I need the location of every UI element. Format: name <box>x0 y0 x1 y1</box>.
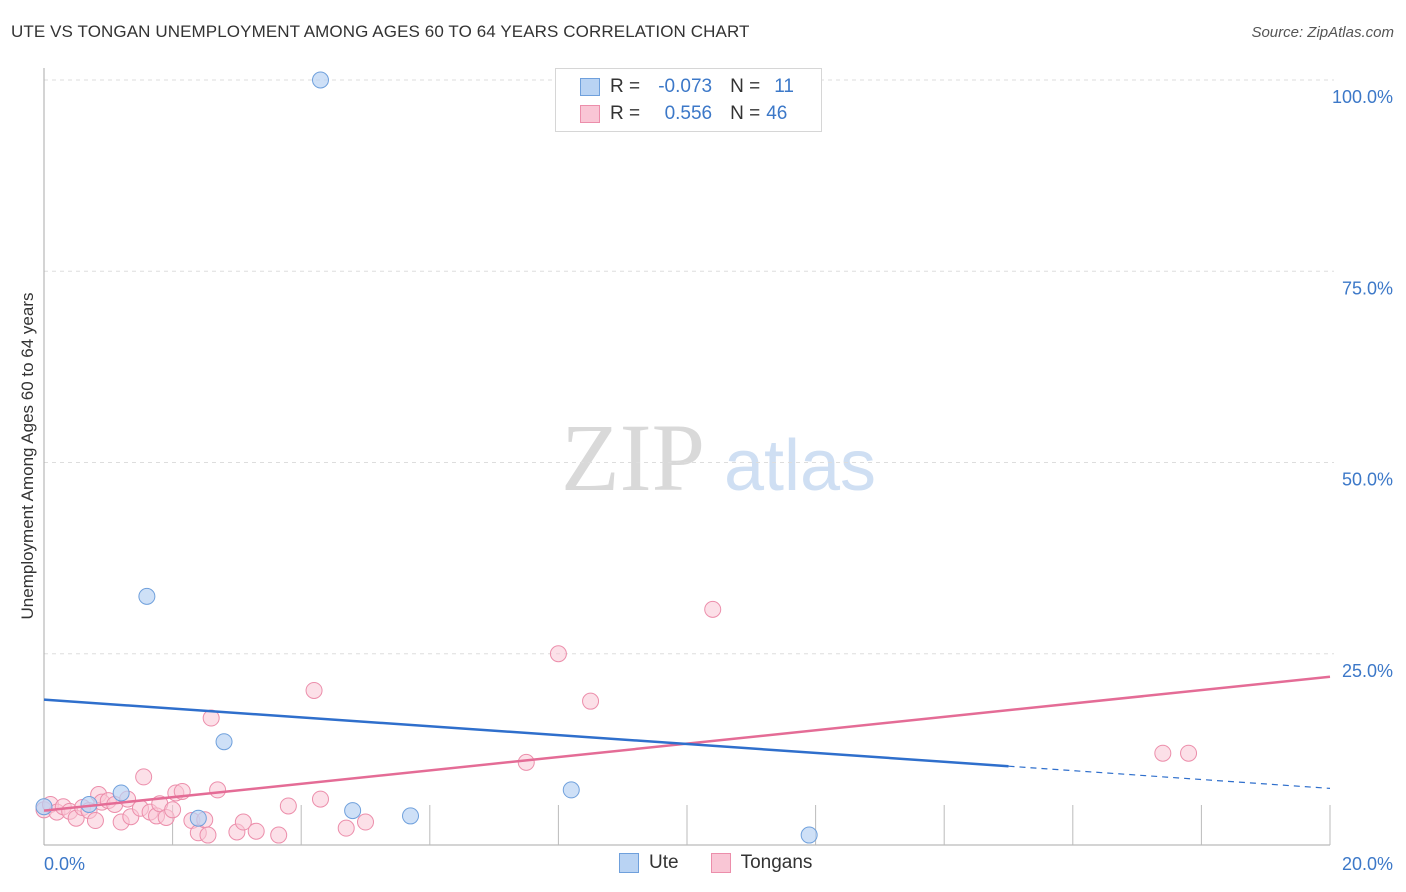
tongans-point <box>357 813 374 831</box>
tongans-n-label: N = <box>730 103 761 124</box>
tongans-point <box>549 645 567 663</box>
ute-legend-label: Ute <box>649 852 679 873</box>
tongans-n-value: 46 <box>766 103 788 124</box>
y-tick-label: 50.0% <box>1342 470 1393 490</box>
correlation-legend: R = -0.073 N = 11 R = 0.556 N = 46 <box>555 68 822 132</box>
ute-point <box>189 809 207 827</box>
y-tick-label: 75.0% <box>1342 278 1393 298</box>
source-label: Source: ZipAtlas.com <box>1251 24 1394 41</box>
ute-point <box>35 798 53 816</box>
ute-point <box>112 784 130 802</box>
y-tick-label: 100.0% <box>1332 87 1393 107</box>
ute-swatch <box>580 78 600 96</box>
tongans-point <box>270 826 288 844</box>
series-legend-ute[interactable]: Ute <box>619 852 679 874</box>
ute-r-label: R = <box>610 76 641 97</box>
tongans-point <box>704 600 722 618</box>
chart-title: UTE VS TONGAN UNEMPLOYMENT AMONG AGES 60… <box>11 22 750 41</box>
series-legend: Ute Tongans <box>619 852 844 874</box>
tongans-point <box>1180 744 1198 762</box>
tongans-legend-swatch <box>710 853 731 873</box>
ute-point <box>138 587 156 605</box>
tongans-point <box>86 812 104 830</box>
tongans-point <box>234 813 252 831</box>
ute-n-value: 11 <box>774 76 794 97</box>
ute-n-label: N = <box>730 76 761 97</box>
tongans-point <box>337 819 355 837</box>
legend-row-ute: R = -0.073 N = 11 <box>580 74 794 100</box>
ute-trend-extension <box>1008 765 1331 789</box>
tongans-point <box>247 822 265 840</box>
ute-point <box>562 781 580 799</box>
tongans-point <box>135 768 153 786</box>
tongans-point <box>517 753 535 771</box>
ute-point <box>800 826 818 844</box>
tongans-point <box>305 681 323 699</box>
ute-point <box>311 71 329 89</box>
tongans-point <box>311 790 329 808</box>
ute-legend-swatch <box>619 853 639 873</box>
series-legend-tongans[interactable]: Tongans <box>710 852 813 874</box>
legend-row-tongans: R = 0.556 N = 46 <box>580 101 787 127</box>
tongans-point <box>1154 744 1172 762</box>
tongans-point <box>164 801 182 819</box>
ute-r-value: -0.073 <box>658 76 713 97</box>
ute-point <box>402 807 420 825</box>
watermark-atlas: atlas <box>724 426 876 506</box>
y-tick-label: 25.0% <box>1342 661 1393 681</box>
tongans-point <box>199 826 217 844</box>
ute-trend-line <box>43 698 1009 768</box>
ute-point <box>344 802 362 820</box>
tongans-r-value: 0.556 <box>664 103 713 124</box>
x-tick-label-max: 20.0% <box>1342 854 1393 874</box>
x-tick-label-min: 0.0% <box>44 854 85 874</box>
tongans-point <box>279 797 297 815</box>
tongans-swatch <box>580 105 600 123</box>
ute-point <box>215 733 233 751</box>
tongans-point <box>582 692 600 710</box>
watermark-zip: ZIP <box>561 404 705 511</box>
tongans-legend-label: Tongans <box>740 852 813 873</box>
tongans-r-label: R = <box>610 103 641 124</box>
tongans-point <box>209 781 227 799</box>
